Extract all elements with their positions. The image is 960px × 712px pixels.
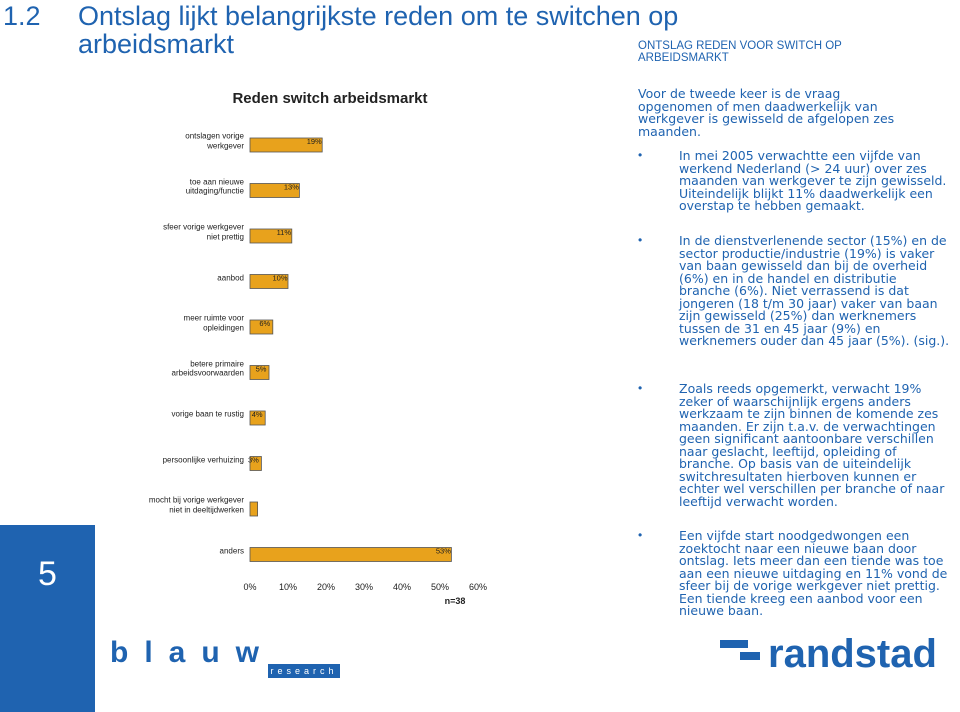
category-label: meer ruimte voor opleidingen [183, 313, 244, 333]
title-text: Ontslag lijkt belangrijkste reden om te … [78, 1, 679, 59]
logo-blauw: blauw [110, 636, 276, 669]
logo-mark [720, 640, 748, 648]
section-heading: ONTSLAG REDEN VOOR SWITCH OP ARBEIDSMARK… [638, 40, 842, 64]
bullet-text: In mei 2005 verwachtte een vijfde van we… [679, 148, 947, 213]
bar [249, 274, 289, 289]
bar [249, 319, 274, 335]
bar [249, 410, 266, 426]
value-label: 10% [272, 274, 287, 283]
sample-size: n=38 [445, 596, 466, 606]
chart: Reden switch arbeidsmarkt n=38 0% 10% 20% 3… [232, 90, 487, 606]
x-tick-label: 20% [317, 582, 335, 592]
bullet-dot: • [638, 528, 643, 542]
bar [249, 183, 300, 198]
value-label: 11% [277, 228, 292, 237]
bullet-dot: • [638, 381, 643, 395]
category-label: sfeer vorige werkgever niet prettig [163, 222, 244, 242]
value-label: 3% [248, 456, 259, 465]
logo-randstad: randstad [768, 632, 937, 676]
logo-mark [740, 652, 760, 660]
x-tick-label: 30% [355, 582, 373, 592]
x-tick-label: 0% [243, 582, 256, 592]
category-label: betere primaire arbeidsvoorwaarden [171, 359, 245, 378]
bar [249, 137, 323, 153]
x-tick-label: 60% [469, 582, 487, 592]
bullet-text: In de dienstverlenende sector (15%) en d… [679, 233, 950, 348]
value-label: 6% [259, 319, 270, 328]
category-label: vorige baan te rustig [171, 409, 245, 419]
category-label: mocht bij vorige werkgever niet in deelt… [148, 495, 244, 515]
chart-title: Reden switch arbeidsmarkt [232, 90, 427, 107]
x-tick-label: 40% [393, 582, 411, 592]
bar [249, 547, 452, 562]
slide-title: 1.2 Ontslag lijkt belangrijkste reden om … [3, 1, 758, 59]
x-tick-label: 50% [431, 582, 449, 592]
bar [249, 228, 293, 244]
category-label: ontslagen vorige werkgever [185, 131, 244, 151]
bar [249, 456, 262, 471]
value-label: 53% [436, 547, 451, 556]
category-label: aanbod [217, 272, 244, 282]
bar [249, 501, 258, 517]
bullet-text: Een vijfde start noodgedwongen een zoekt… [679, 528, 948, 618]
logo-research: research [268, 664, 340, 678]
intro-text: Voor de tweede keer is de vraag opgenome… [638, 86, 895, 139]
category-label: toe aan nieuwe uitdaging/functie [185, 177, 244, 196]
bullet-dot: • [638, 233, 643, 247]
category-label: anders [219, 545, 244, 555]
value-label: 13% [284, 183, 299, 192]
bullet-text: Zoals reeds opgemerkt, verwacht 19% zeke… [679, 381, 945, 509]
category-label: persoonlijke verhuizing [162, 454, 244, 464]
page-number-box: 5 [0, 525, 95, 712]
bar [249, 365, 270, 380]
value-label: 5% [256, 365, 267, 374]
bullet-dot: • [638, 148, 643, 162]
page-number: 5 [38, 555, 57, 593]
value-label: 19% [307, 137, 322, 146]
title-number: 1.2 [3, 1, 41, 31]
value-label: 4% [252, 410, 263, 419]
x-tick-label: 10% [279, 582, 297, 592]
